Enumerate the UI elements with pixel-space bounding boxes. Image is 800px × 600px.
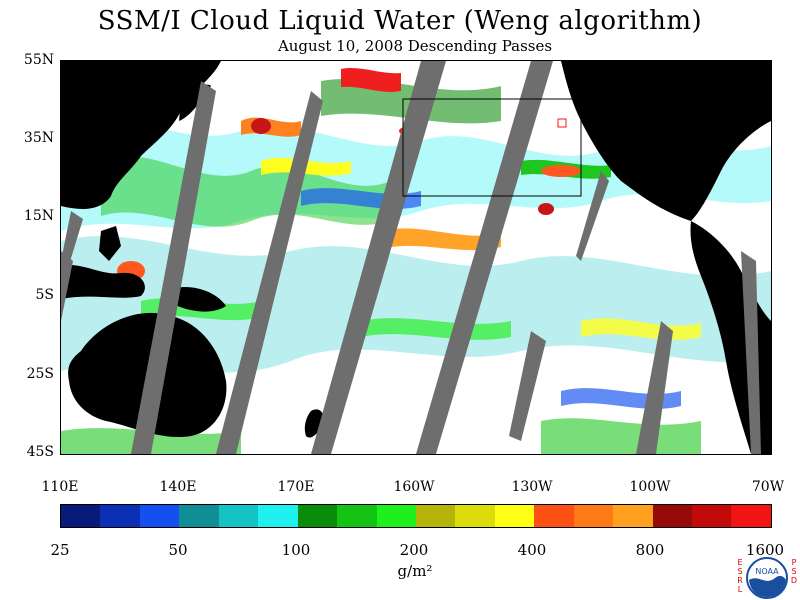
x-tick-110e: 110E — [41, 479, 79, 495]
region-box — [402, 98, 582, 197]
colorbar-swatch — [258, 505, 298, 527]
colorbar-unit: g/m² — [397, 562, 433, 580]
y-tick-45s: 45S — [26, 444, 54, 460]
colorbar — [60, 504, 772, 528]
colorbar-swatch — [455, 505, 495, 527]
colorbar-swatch — [534, 505, 574, 527]
colorbar-swatch — [179, 505, 219, 527]
noaa-emblem-icon: NOAA — [746, 557, 788, 599]
map-title: SSM/I Cloud Liquid Water (Weng algorithm… — [97, 6, 703, 36]
y-tick-15n: 15N — [23, 208, 54, 224]
colorbar-swatch — [494, 505, 535, 527]
map-canvas — [61, 61, 771, 454]
colorbar-label-25: 25 — [50, 541, 70, 559]
philippines-landmass — [99, 226, 121, 261]
colorbar-label-100: 100 — [281, 541, 311, 559]
indonesia-landmass — [61, 264, 145, 299]
colorbar-swatch — [218, 505, 259, 527]
colorbar-swatch — [731, 505, 771, 527]
colorbar-label-200: 200 — [399, 541, 429, 559]
cloud-liquid-water-map — [60, 60, 772, 455]
colorbar-swatch — [613, 505, 653, 527]
site-marker — [557, 118, 567, 128]
x-tick-170e: 170E — [277, 479, 315, 495]
y-tick-55n: 55N — [23, 52, 54, 68]
x-tick-160w: 160W — [393, 479, 435, 495]
x-tick-70w: 70W — [751, 479, 785, 495]
colorbar-swatch — [692, 505, 732, 527]
y-tick-5s: 5S — [35, 287, 55, 303]
y-tick-25s: 25S — [26, 366, 54, 382]
y-tick-35n: 35N — [23, 130, 54, 146]
map-subtitle: August 10, 2008 Descending Passes — [277, 37, 553, 55]
swath-gaps — [61, 61, 761, 454]
colorbar-swatch — [337, 505, 377, 527]
colorbar-swatch — [415, 505, 456, 527]
colorbar-label-400: 400 — [517, 541, 547, 559]
colorbar-swatch — [652, 505, 692, 527]
north-america-landmass — [561, 61, 771, 221]
colorbar-swatch — [139, 505, 180, 527]
asia-landmass — [61, 61, 221, 209]
colorbar-swatch — [297, 505, 338, 527]
new-guinea-landmass — [171, 286, 226, 312]
colorbar-swatch — [61, 505, 101, 527]
logo-text: NOAA — [755, 567, 779, 576]
colorbar-label-50: 50 — [168, 541, 188, 559]
x-tick-100w: 100W — [629, 479, 671, 495]
colorbar-label-1600: 1600 — [745, 541, 785, 559]
colorbar-label-800: 800 — [635, 541, 665, 559]
x-tick-140e: 140E — [159, 479, 197, 495]
colorbar-swatch — [100, 505, 140, 527]
colorbar-swatch — [376, 505, 416, 527]
colorbar-swatch — [573, 505, 614, 527]
x-tick-130w: 130W — [511, 479, 553, 495]
